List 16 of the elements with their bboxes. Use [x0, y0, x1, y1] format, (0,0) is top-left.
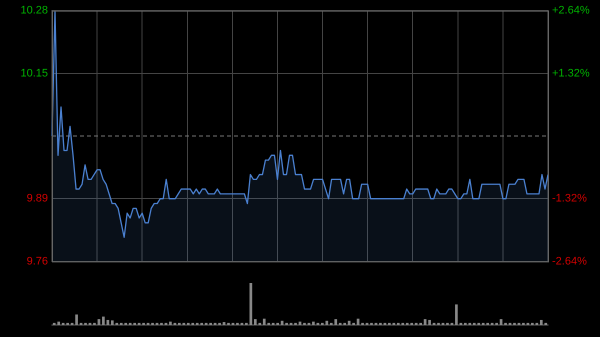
- y2-tick-label: +1.32%: [552, 67, 590, 80]
- y-tick-label: 10.28: [20, 4, 48, 17]
- bar: [106, 320, 110, 325]
- bar: [262, 318, 266, 325]
- bar: [250, 283, 252, 325]
- bar: [254, 319, 257, 325]
- bar: [334, 319, 338, 325]
- bar: [540, 320, 543, 325]
- y2-tick-label: +2.64%: [552, 4, 590, 17]
- y-tick-label: 9.76: [26, 255, 48, 268]
- y-tick-label: 9.89: [26, 192, 48, 205]
- bar: [57, 322, 60, 325]
- y2-tick-label: -1.32%: [552, 192, 588, 205]
- y-tick-label: 10.15: [20, 67, 48, 80]
- y2-tick-label: -2.64%: [552, 255, 588, 268]
- bar: [110, 320, 114, 325]
